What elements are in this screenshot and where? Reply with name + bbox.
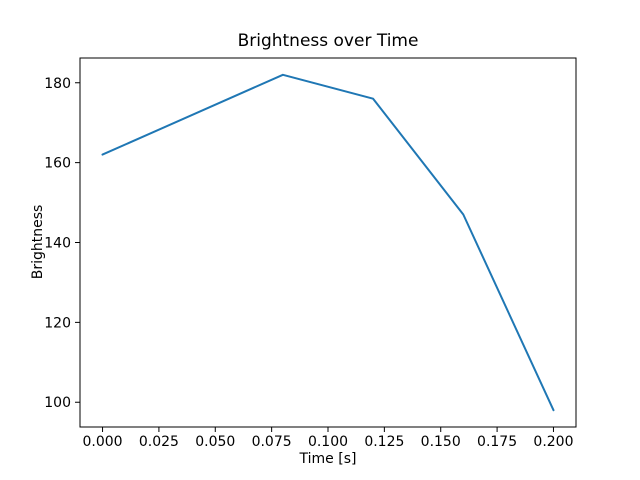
x-tick-label: 0.000	[82, 434, 122, 450]
x-tick-label: 0.050	[195, 434, 235, 450]
y-tick-label: 140	[44, 236, 71, 252]
x-tick-label: 0.075	[252, 434, 292, 450]
y-tick-label: 160	[44, 156, 71, 172]
x-tick-label: 0.200	[533, 434, 573, 450]
x-tick-label: 0.150	[421, 434, 461, 450]
y-tick-label: 180	[44, 76, 71, 92]
x-axis-label: Time [s]	[299, 451, 357, 467]
axes-frame	[79, 57, 577, 428]
brightness-line	[101, 73, 555, 412]
x-tick-label: 0.100	[308, 434, 348, 450]
x-tick-label: 0.125	[364, 434, 404, 450]
x-tick-label: 0.175	[477, 434, 517, 450]
chart-title: Brightness over Time	[237, 31, 419, 51]
y-tick-label: 120	[44, 315, 71, 331]
x-tick-label: 0.025	[139, 434, 179, 450]
y-tick-label: 100	[44, 395, 71, 411]
